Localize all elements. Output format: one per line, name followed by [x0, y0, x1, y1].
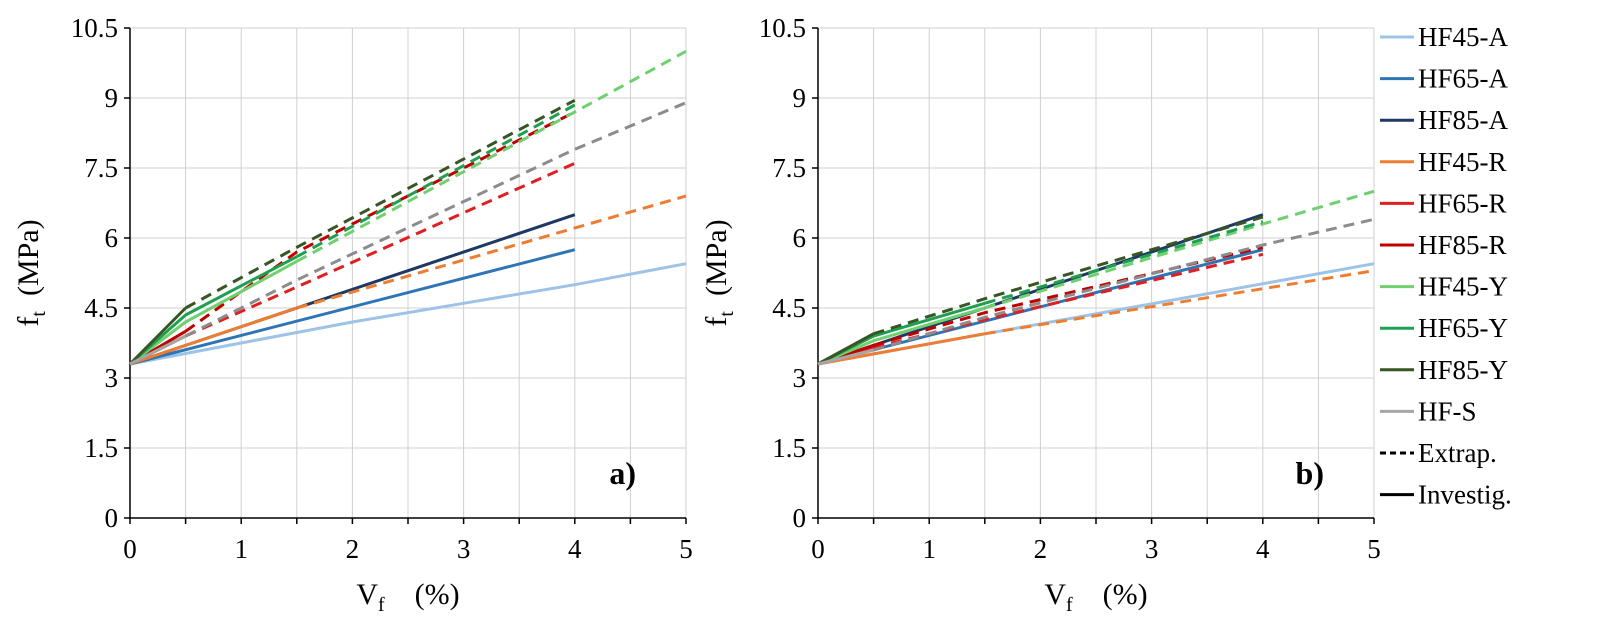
- y-tick-label: 7.5: [772, 153, 806, 183]
- series-line-hf85-y-dashed: [184, 98, 576, 310]
- panel-label: b): [1296, 455, 1324, 491]
- legend-label-hf45-a: HF45-A: [1418, 22, 1509, 52]
- legend: HF45-A HF65-A HF85-A HF45-R HF65-R HF85-R HF45…: [1380, 22, 1512, 510]
- legend-label-hf65-a: HF65-A: [1418, 64, 1509, 94]
- y-tick-label: 6: [793, 223, 807, 253]
- x-axis-title: Vf (%): [356, 578, 459, 616]
- series-line-hf-s-solid: [129, 334, 187, 366]
- series-line-hf45-a-solid: [129, 262, 687, 366]
- series-line-hf45-y-dashed: [984, 189, 1375, 310]
- series-line-hf65-y-dashed: [984, 220, 1264, 305]
- y-tick-label: 1.5: [84, 433, 118, 463]
- x-axis-title: Vf (%): [1044, 578, 1147, 616]
- y-tick-label: 3: [105, 363, 119, 393]
- legend-label-hf45-r: HF45-R: [1418, 147, 1507, 177]
- x-tick-label: 2: [1034, 534, 1048, 564]
- y-tick-label: 6: [105, 223, 119, 253]
- x-tick-label: 3: [457, 534, 471, 564]
- y-tick-label: 1.5: [772, 433, 806, 463]
- x-tick-label: 0: [123, 534, 137, 564]
- series-line-hf45-r-dashed: [984, 269, 1375, 336]
- series-line-hf45-r-solid: [129, 306, 298, 366]
- y-tick-label: 4.5: [772, 293, 806, 323]
- chart-panel-a: 0 1.5 3 4.5 6 7.5 9 10.5 0 1 2 3 4 5 Vf (%) ft (MPa) a): [12, 13, 693, 616]
- series-line-hf-s-solid: [817, 348, 874, 366]
- x-tick-label: 0: [811, 534, 825, 564]
- series-line-hf65-r-dashed: [184, 161, 576, 338]
- y-tick-label: 9: [105, 83, 119, 113]
- series-line-hf85-y-solid: [128, 306, 187, 366]
- series-line-hf45-y-solid: [129, 259, 298, 366]
- legend-label-hf85-y: HF85-Y: [1418, 355, 1508, 385]
- y-tick-label: 7.5: [84, 153, 118, 183]
- series-line-hf85-r-dashed: [184, 110, 576, 333]
- x-tick-label: 5: [1367, 534, 1381, 564]
- y-tick-label: 10.5: [759, 13, 806, 43]
- legend-label-investig: Investig.: [1418, 480, 1512, 510]
- y-tick-label: 9: [793, 83, 807, 113]
- series-line-hf45-r-solid: [817, 332, 986, 366]
- y-tick-label: 0: [105, 503, 119, 533]
- series-line-hf65-a-solid: [129, 248, 576, 366]
- x-tick-label: 2: [346, 534, 360, 564]
- x-tick-label: 4: [1256, 534, 1270, 564]
- chart-panel-b: 0 1.5 3 4.5 6 7.5 9 10.5 0 1 2 3 4 5 Vf (%) ft (MPa) b): [700, 13, 1381, 616]
- y-tick-label: 10.5: [71, 13, 118, 43]
- legend-label-hf85-r: HF85-R: [1418, 230, 1507, 260]
- y-tick-label: 4.5: [84, 293, 118, 323]
- x-tick-label: 1: [234, 534, 248, 564]
- x-tick-label: 3: [1145, 534, 1159, 564]
- series-line-hf65-y-solid: [129, 255, 298, 366]
- legend-label-hf45-y: HF45-Y: [1418, 272, 1508, 302]
- series-line-hf-s-dashed: [184, 101, 687, 338]
- series-line-hf-s-dashed: [873, 217, 1375, 352]
- legend-label-hf65-y: HF65-Y: [1418, 313, 1508, 343]
- y-tick-label: 0: [793, 503, 807, 533]
- y-axis-title: ft (MPa): [700, 219, 738, 326]
- legend-label-hf-s: HF-S: [1418, 396, 1477, 426]
- legend-label-hf85-a: HF85-A: [1418, 105, 1509, 135]
- y-tick-label: 3: [793, 363, 807, 393]
- x-tick-label: 1: [922, 534, 936, 564]
- y-axis-title: ft (MPa): [12, 219, 50, 326]
- series-line-hf45-r-dashed: [296, 194, 687, 310]
- series-line-hf85-y-dashed: [873, 215, 1264, 336]
- panel-label: a): [609, 455, 636, 491]
- legend-label-extrap: Extrap.: [1418, 438, 1497, 468]
- legend-label-hf65-r: HF65-R: [1418, 188, 1507, 218]
- series-line-hf85-y-solid: [817, 332, 875, 366]
- x-tick-label: 5: [679, 534, 693, 564]
- series-line-hf45-y-dashed: [296, 49, 687, 263]
- x-tick-label: 4: [568, 534, 582, 564]
